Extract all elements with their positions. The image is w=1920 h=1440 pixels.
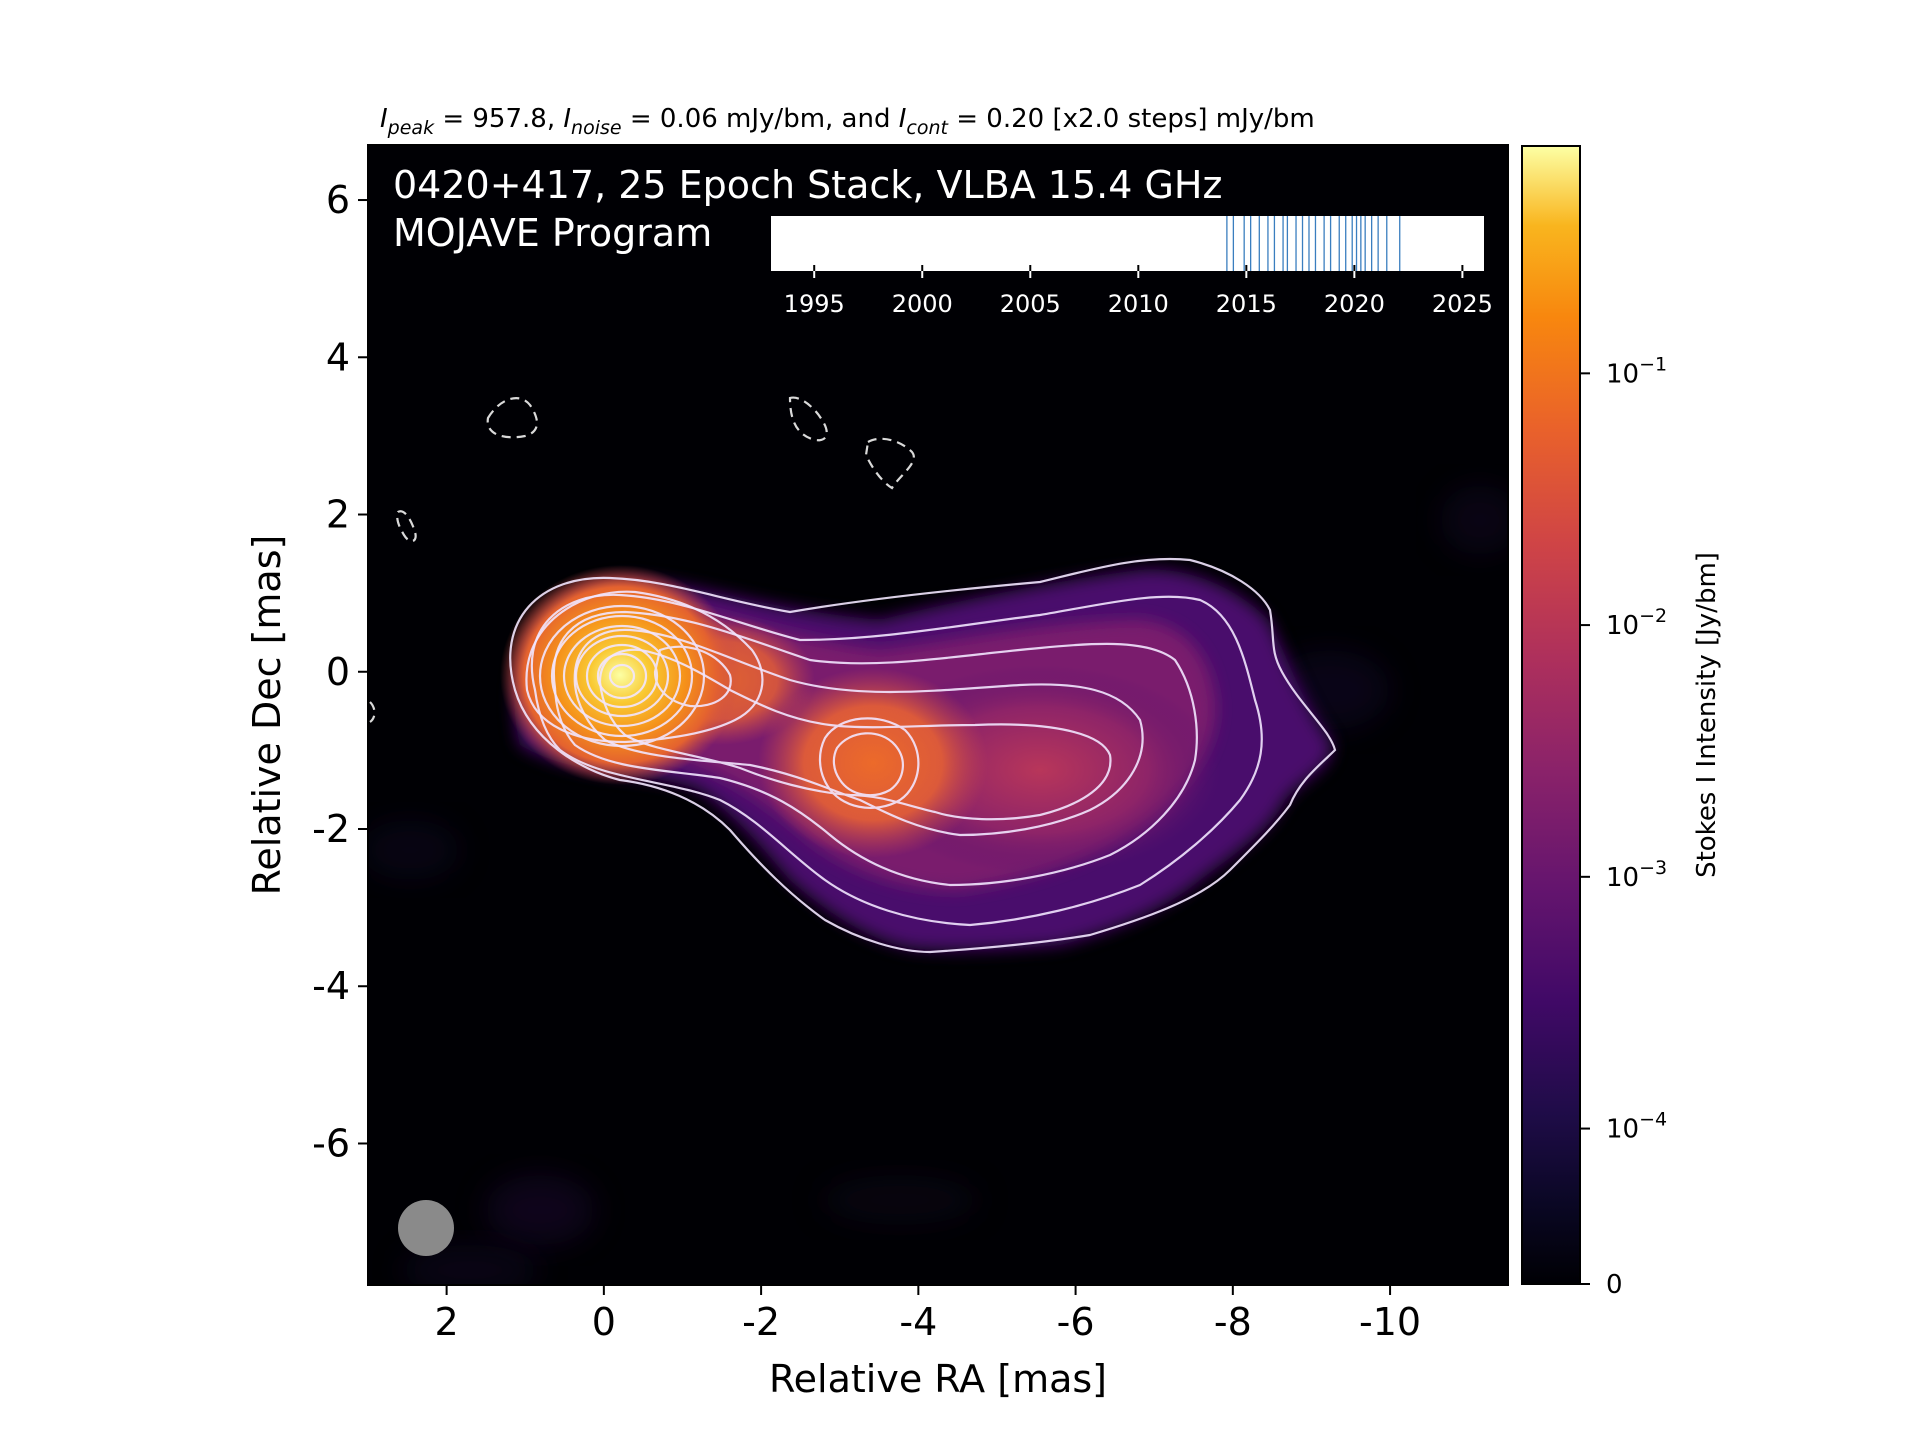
timeline-tick-label: 2020: [1324, 290, 1385, 318]
colorbar-gradient: [1521, 145, 1581, 1285]
negative-contour-2: [788, 396, 828, 442]
y-tick-label: 4: [326, 335, 350, 379]
colorbar-tick-label: 10−2: [1606, 605, 1667, 641]
header-summary: Ipeak = 957.8, Inoise = 0.06 mJy/bm, and…: [380, 104, 1315, 139]
source-title: 0420+417, 25 Epoch Stack, VLBA 15.4 GHz: [393, 163, 1222, 207]
y-axis-label: Relative Dec [mas]: [245, 535, 289, 896]
y-tick-label: -2: [312, 807, 350, 851]
epoch-lines: [1226, 216, 1401, 271]
timeline-ticks: 1995 2000 2005 2010 2015 2020 2025: [784, 265, 1493, 318]
y-tick-label: -6: [312, 1121, 350, 1165]
beam-ellipse: [398, 1200, 454, 1256]
y-tick-label: 2: [326, 493, 350, 537]
y-tick-label: -4: [312, 964, 350, 1008]
negative-contour-3: [864, 437, 915, 490]
colorbar-tick-label: 10−4: [1606, 1109, 1667, 1145]
timeline-tick-label: 2010: [1108, 290, 1169, 318]
noise-patches: [368, 485, 1508, 1285]
colorbar-label: Stokes I Intensity [Jy/bm]: [1692, 552, 1722, 878]
colorbar-ticks: 10−1 10−2 10−3 10−4 0: [1580, 353, 1667, 1300]
timeline-box: [771, 216, 1484, 271]
plot-frame: [367, 144, 1509, 1286]
colorbar-tick-label: 10−3: [1606, 857, 1667, 893]
program-title: MOJAVE Program: [393, 211, 712, 255]
x-tick-label: -10: [1359, 1300, 1421, 1344]
image-panel: 0420+417, 25 Epoch Stack, VLBA 15.4 GHz …: [367, 144, 1509, 1286]
x-tick-label: -4: [899, 1300, 937, 1344]
colorbar-tick-label: 10−1: [1606, 353, 1667, 389]
timeline-tick-label: 2015: [1216, 290, 1277, 318]
x-tick-label: -8: [1214, 1300, 1252, 1344]
x-tick-label: 0: [592, 1300, 616, 1344]
core-contours: [525, 590, 764, 748]
timeline-tick-label: 2025: [1432, 290, 1493, 318]
x-tick-label: 2: [435, 1300, 459, 1344]
epoch-timeline: 1995 2000 2005 2010 2015 2020 2025: [771, 216, 1493, 318]
negative-contours: [369, 396, 915, 723]
colorbar: 10−1 10−2 10−3 10−4 0 Stokes I Intensity [Jy…: [1521, 145, 1722, 1300]
y-tick-label: 6: [326, 178, 350, 222]
x-axis-label: Relative RA [mas]: [769, 1357, 1107, 1401]
x-axis: 2 0 -2 -4 -6 -8 -10: [435, 1285, 1421, 1344]
timeline-tick-label: 1995: [784, 290, 845, 318]
timeline-tick-label: 2000: [892, 290, 953, 318]
y-axis: 6 4 2 0 -2 -4 -6: [312, 178, 368, 1165]
x-tick-label: -2: [742, 1300, 780, 1344]
y-tick-label: 0: [326, 650, 350, 694]
colorbar-tick-label: 0: [1606, 1270, 1623, 1300]
negative-contour-4: [396, 510, 417, 543]
x-tick-label: -6: [1057, 1300, 1095, 1344]
negative-contour-5: [369, 701, 376, 723]
timeline-tick-label: 2005: [1000, 290, 1061, 318]
